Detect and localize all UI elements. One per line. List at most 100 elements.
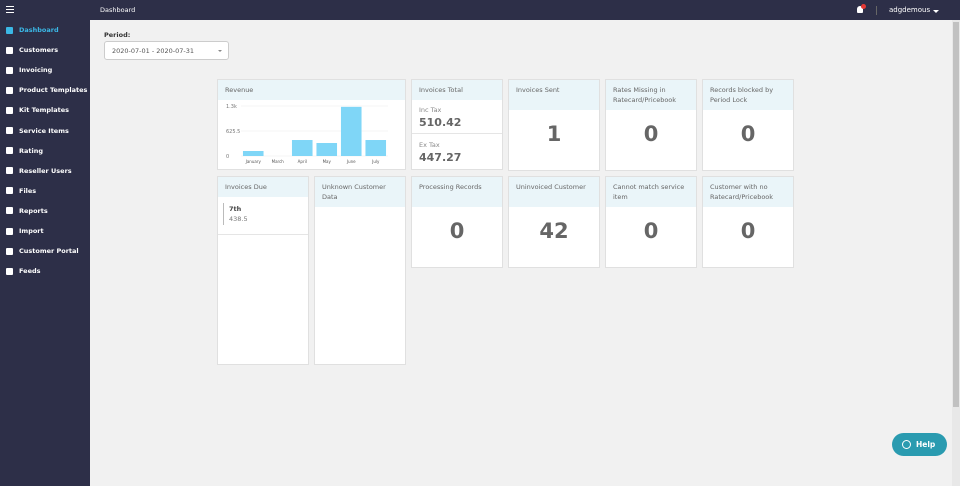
sidebar-label: Rating [19,146,44,155]
scrollbar [952,20,960,486]
row-value: 510.42 [419,116,462,129]
x-tick-label: March [272,159,285,164]
sidebar-label: Invoicing [19,66,53,75]
help-icon [902,440,911,449]
card-title: Customer with no Ratecard/Pricebook [703,177,793,207]
icon [6,26,13,34]
sidebar-item[interactable]: Feeds [6,267,41,275]
marker [223,203,224,225]
icon [6,207,13,215]
card-title: Records blocked by Period Lock [703,80,793,110]
card-title: Cannot match service item [606,177,696,207]
y-tick-label: 1.3k [226,104,237,110]
notification-badge [861,4,866,9]
help-label: Help [916,440,936,449]
sidebar-item[interactable]: Reports [6,207,48,215]
menu-icon[interactable] [6,6,14,13]
due-day: 7th [229,205,242,213]
revenue-card: Revenue 0 625.5 1.3k January March April May Ju… [217,79,406,170]
card-title: Unknown Customer Data [315,177,405,207]
stat-card: Uninvoiced Customer 42 [508,176,600,268]
icon [6,147,13,155]
row-label: Inc Tax [419,106,442,114]
icon [6,227,13,235]
stat-value: 1 [546,122,562,146]
sidebar-label: Import [19,227,44,235]
sidebar-item[interactable]: Customers [6,46,58,54]
due-amount: 438.5 [229,215,248,223]
stat-card: Records blocked by Period Lock 0 [702,79,794,171]
stat-card: Rates Missing in Ratecard/Pricebook 0 [605,79,697,171]
y-tick-label: 625.5 [226,129,240,135]
sidebar-item[interactable]: Customer Portal [6,247,79,255]
card-title: Rates Missing in Ratecard/Pricebook [606,80,696,110]
sidebar-item[interactable]: Files [6,187,36,195]
sidebar-item[interactable]: Service Items [6,127,69,135]
card-title: Invoices Total [412,80,502,100]
icon [6,46,13,54]
stat-value: 0 [449,219,465,243]
icon [6,167,13,175]
sidebar-item[interactable]: Dashboard [6,26,59,34]
card-title: Uninvoiced Customer [509,177,599,207]
icon [6,187,13,195]
icon [6,247,13,255]
stat-card: Customer with no Ratecard/Pricebook 0 [702,176,794,268]
sidebar-label: Files [19,186,37,195]
card-title: Processing Records [412,177,502,207]
sidebar-item[interactable]: Invoicing [6,66,52,74]
icon [6,127,13,134]
help-button[interactable]: Help [892,433,947,456]
page-title: Dashboard [100,6,136,14]
card-title: Invoices Due [218,177,308,197]
stat-value: 0 [740,122,756,146]
y-tick-label: 0 [226,154,229,160]
period-label: Period: [104,31,131,39]
period-value: 2020-07-01 - 2020-07-31 [112,47,195,55]
sidebar-item[interactable]: Import [6,227,44,235]
sidebar-item[interactable]: Rating [6,147,43,155]
stat-card: Cannot match service item 0 [605,176,697,268]
bar [340,106,362,156]
divider [218,234,308,235]
invoices-total-card: Invoices Total Inc Tax 510.42 Ex Tax 447… [411,79,503,170]
card-title: Invoices Sent [509,80,599,110]
sidebar-label: Kit Templates [19,106,70,115]
scroll-thumb [953,22,959,407]
row-value: 447.27 [419,151,462,164]
user-caret[interactable] [933,10,939,16]
sidebar-label: Service Items [19,126,69,135]
bar [365,140,387,156]
bar [291,140,313,156]
period-select[interactable]: 2020-07-01 - 2020-07-31 [104,41,229,60]
row-label: Ex Tax [419,141,440,149]
sidebar-label: Reports [19,206,48,215]
divider [876,6,877,15]
bell-icon[interactable] [857,6,863,13]
sidebar-item[interactable]: Reseller Users [6,167,72,175]
bar [242,151,264,156]
sidebar-label: Dashboard [19,26,59,34]
card-title: Revenue [218,80,405,100]
sidebar: Dashboard Customers Invoicing Product Templ… [0,0,90,486]
x-tick-label: July [371,159,380,164]
top-bar: Dashboard adgdemous [90,0,960,20]
unknown-customer-card: Unknown Customer Data [314,176,406,365]
bar [316,143,338,156]
stat-card: Processing Records 0 [411,176,503,268]
sidebar-item[interactable]: Product Templates [6,86,87,94]
stat-value: 42 [539,219,569,243]
x-tick-label: June [346,159,356,164]
caret [218,50,222,54]
icon [6,86,13,94]
sidebar-label: Feeds [19,267,41,276]
icon [6,106,13,114]
sidebar-item[interactable]: Kit Templates [6,106,69,114]
x-tick-label: April [298,159,307,164]
sidebar-label: Customer Portal [19,247,79,256]
icon [6,267,13,275]
stat-value: 0 [643,219,659,243]
user-name[interactable]: adgdemous [889,6,931,14]
sidebar-label: Customers [19,46,59,55]
